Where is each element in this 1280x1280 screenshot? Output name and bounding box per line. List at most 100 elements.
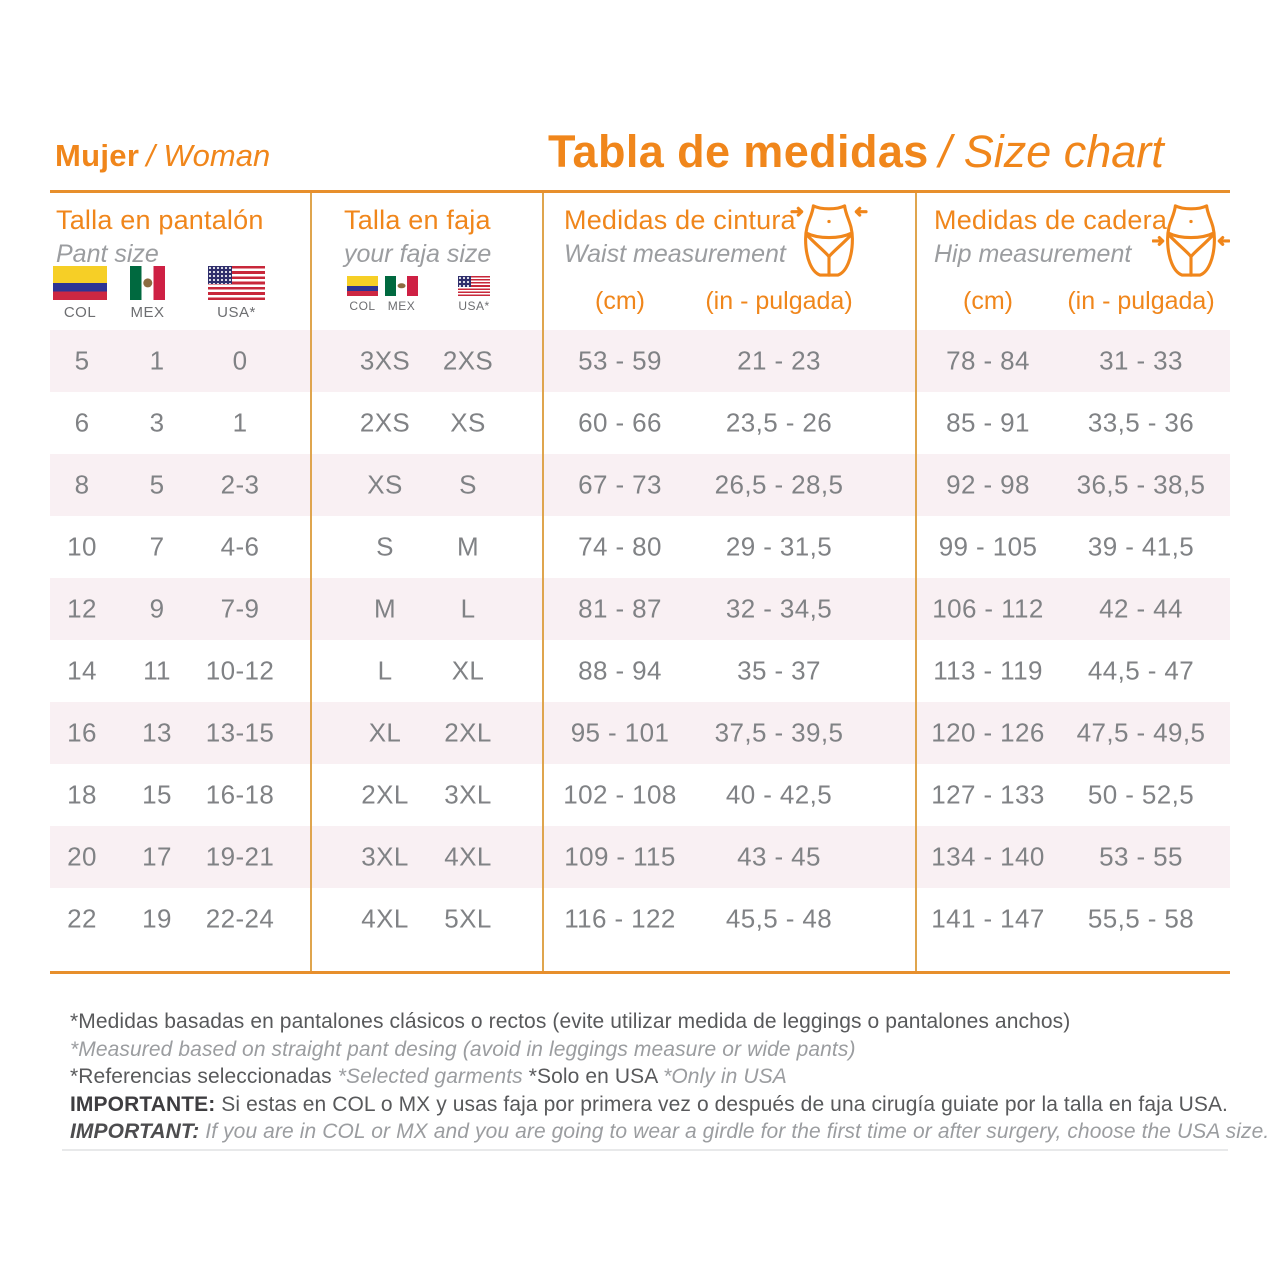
size-cell: 43 - 45: [737, 841, 821, 872]
size-cell: 109 - 115: [564, 841, 676, 872]
size-cell: 3: [149, 407, 165, 438]
size-cell: 5: [74, 345, 90, 376]
size-cell: 13: [142, 717, 172, 748]
size-cell: 14: [67, 655, 97, 686]
size-cell: 60 - 66: [578, 407, 662, 438]
size-cell: 7: [149, 531, 165, 562]
flag-label: MEX: [130, 304, 165, 321]
waist-measurement-title: Medidas de cintura: [564, 205, 796, 235]
mexico-flag: [130, 266, 165, 300]
size-cell: 88 - 94: [578, 655, 662, 686]
size-cell: 45,5 - 48: [725, 903, 833, 934]
faja-size-subtitle: your faja size: [344, 240, 492, 268]
footnote-segment: IMPORTANT:: [70, 1120, 206, 1143]
size-cell: 13-15: [205, 717, 275, 748]
size-cell: 16: [67, 717, 97, 748]
footnote-segment: *Solo en USA: [528, 1065, 664, 1088]
size-cell: 53 - 59: [578, 345, 662, 376]
size-cell: 81 - 87: [578, 593, 662, 624]
size-cell: 19: [142, 903, 172, 934]
size-cell: 1: [232, 407, 248, 438]
size-cell: 99 - 105: [938, 531, 1038, 562]
size-cell: 3XL: [444, 779, 492, 810]
usa-flag-item: USA*: [458, 276, 490, 313]
size-cell: 4XL: [361, 903, 409, 934]
table-row: 20 17 19-21 3XL 4XL 109 - 115 43 - 45 134 - 140…: [50, 826, 1230, 888]
table-rows: 5 1 0 3XS 2XS 53 - 59 21 - 23 78 - 84 31 - 33 6 3 1…: [50, 330, 1230, 950]
page-title-es: Tabla de medidas: [548, 126, 929, 177]
table-row: 18 15 16-18 2XL 3XL 102 - 108 40 - 42,5 127 - 1…: [50, 764, 1230, 826]
table-row: 16 13 13-15 XL 2XL 95 - 101 37,5 - 39,5 120 - 1…: [50, 702, 1230, 764]
column-divider: [310, 193, 312, 971]
table-row: 14 11 10-12 L XL 88 - 94 35 - 37 113 - 119 44,5 …: [50, 640, 1230, 702]
flag-label: USA*: [217, 304, 256, 321]
usa-flag-item: USA*: [208, 266, 265, 321]
size-cell: 36,5 - 38,5: [1076, 469, 1206, 500]
size-cell: M: [373, 593, 397, 624]
hip-measurement-header: Medidas de cadera Hip measurement: [934, 205, 1167, 269]
hip-unit-in: (in - pulgada): [1067, 287, 1215, 315]
faja-size-title: Talla en faja: [344, 205, 491, 235]
size-cell: 50 - 52,5: [1087, 779, 1195, 810]
gender-title-en: / Woman: [146, 138, 271, 173]
size-cell: 21 - 23: [737, 345, 821, 376]
usa-flag: [208, 266, 265, 300]
faja-size-header: Talla en faja your faja size: [344, 205, 491, 269]
size-cell: 92 - 98: [946, 469, 1030, 500]
mexico-flag: [385, 276, 418, 296]
size-cell: 2XS: [442, 345, 494, 376]
size-cell: 8: [74, 469, 90, 500]
size-cell: 6: [74, 407, 90, 438]
gender-title: Mujer / Woman: [55, 138, 270, 174]
usa-flag: [458, 276, 490, 296]
size-cell: 120 - 126: [931, 717, 1045, 748]
waist-unit-cm: (cm): [595, 287, 645, 315]
table-row: 8 5 2-3 XS S 67 - 73 26,5 - 28,5 92 - 98 36,5 - …: [50, 454, 1230, 516]
size-cell: 15: [142, 779, 172, 810]
waist-measurement-header: Medidas de cintura Waist measurement: [564, 205, 796, 269]
size-cell: 5XL: [444, 903, 492, 934]
hip-unit-cm: (cm): [963, 287, 1013, 315]
size-cell: 2XL: [361, 779, 409, 810]
footnote-line: IMPORTANT: If you are in COL or MX and y…: [70, 1118, 1269, 1146]
footnote-line: *Measured based on straight pant desing …: [70, 1036, 1269, 1064]
size-cell: XL: [368, 717, 402, 748]
size-cell: 3XS: [359, 345, 411, 376]
table-row: 22 19 22-24 4XL 5XL 116 - 122 45,5 - 48 141 - 1…: [50, 888, 1230, 950]
size-cell: 85 - 91: [946, 407, 1030, 438]
size-cell: 2XS: [359, 407, 411, 438]
size-cell: 10: [67, 531, 97, 562]
size-cell: 0: [232, 345, 248, 376]
size-cell: 23,5 - 26: [725, 407, 833, 438]
footnote-segment: *Only in USA: [663, 1065, 787, 1088]
page-title-en: / Size chart: [938, 126, 1164, 177]
waist-measure-icon: [790, 204, 868, 277]
gender-title-es: Mujer: [55, 138, 140, 173]
size-cell: 39 - 41,5: [1087, 531, 1195, 562]
size-cell: 32 - 34,5: [725, 593, 833, 624]
size-cell: 2XL: [444, 717, 492, 748]
table-row: 12 9 7-9 M L 81 - 87 32 - 34,5 106 - 112 42 - 44: [50, 578, 1230, 640]
size-cell: 116 - 122: [564, 903, 676, 934]
size-cell: 134 - 140: [931, 841, 1045, 872]
footnote-segment: *Measured based on straight pant desing …: [70, 1037, 856, 1061]
size-cell: 95 - 101: [570, 717, 670, 748]
footnote-line: IMPORTANTE: Si estas en COL o MX y usas …: [70, 1091, 1269, 1119]
waist-measurement-subtitle: Waist measurement: [564, 240, 786, 268]
hip-measurement-title: Medidas de cadera: [934, 205, 1168, 235]
size-cell: XS: [367, 469, 403, 500]
size-cell: 40 - 42,5: [725, 779, 833, 810]
size-cell: 31 - 33: [1099, 345, 1183, 376]
size-cell: 53 - 55: [1099, 841, 1183, 872]
footnote-segment: If you are in COL or MX and you are goin…: [205, 1120, 1270, 1143]
flag-label: COL: [63, 304, 97, 321]
hip-measurement-subtitle: Hip measurement: [934, 240, 1132, 268]
bottom-divider: [62, 1149, 1228, 1151]
colombia-flag: [53, 266, 107, 300]
footnote-line: *Referencias seleccionadas *Selected gar…: [70, 1063, 1269, 1091]
footnote-segment: *Selected garments: [337, 1065, 529, 1088]
pant-size-header: Talla en pantalón Pant size: [56, 205, 264, 269]
footnote-segment: Si estas en COL o MX y usas faja por pri…: [221, 1092, 1228, 1116]
size-cell: 9: [149, 593, 165, 624]
flag-label: MEX: [387, 299, 416, 313]
